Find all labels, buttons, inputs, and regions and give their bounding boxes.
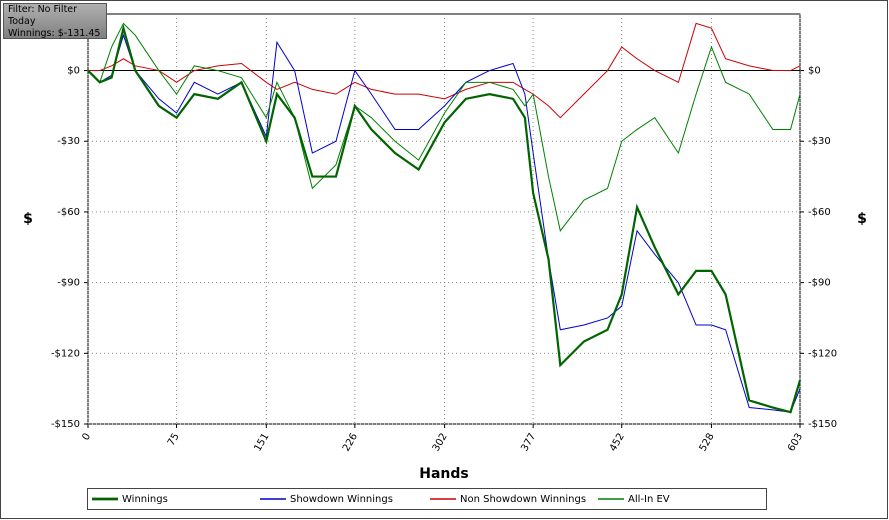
x-axis-label: Hands [419,466,469,482]
y-tick-label-right: -$30 [808,136,831,147]
info-box: Filter: No Filter Today Winnings: $-131.… [3,3,107,39]
series-line [87,23,802,414]
series-line [87,33,801,413]
legend-label: Non Showdown Winnings [460,494,586,505]
y-tick-label-right: $0 [808,66,821,77]
y-tick-label: -$90 [57,278,80,289]
info-filter: Filter: No Filter [8,4,78,15]
plot-area [87,13,801,425]
y-tick-label: -$120 [51,348,80,359]
legend-label: Showdown Winnings [290,494,393,505]
series-line [87,22,801,232]
y-axis-label: $ [23,211,33,227]
legend-label: Winnings [122,494,168,505]
info-period: Today [8,16,36,27]
y-tick-label-right: -$90 [808,278,831,289]
legend-label: All-In EV [628,494,670,505]
legend [87,488,767,510]
y-tick-label: -$60 [57,207,80,218]
y-tick-label: -$150 [51,419,80,430]
y-tick-label: $0 [67,66,80,77]
y-tick-label-right: -$150 [808,419,837,430]
x-tick-label: 0 [80,432,93,443]
y-axis-label-right: $ [857,211,867,227]
info-winnings: Winnings: $-131.45 [8,28,101,39]
y-tick-label: -$30 [57,136,80,147]
y-tick-label-right: -$60 [808,207,831,218]
y-tick-label-right: -$120 [808,348,837,359]
